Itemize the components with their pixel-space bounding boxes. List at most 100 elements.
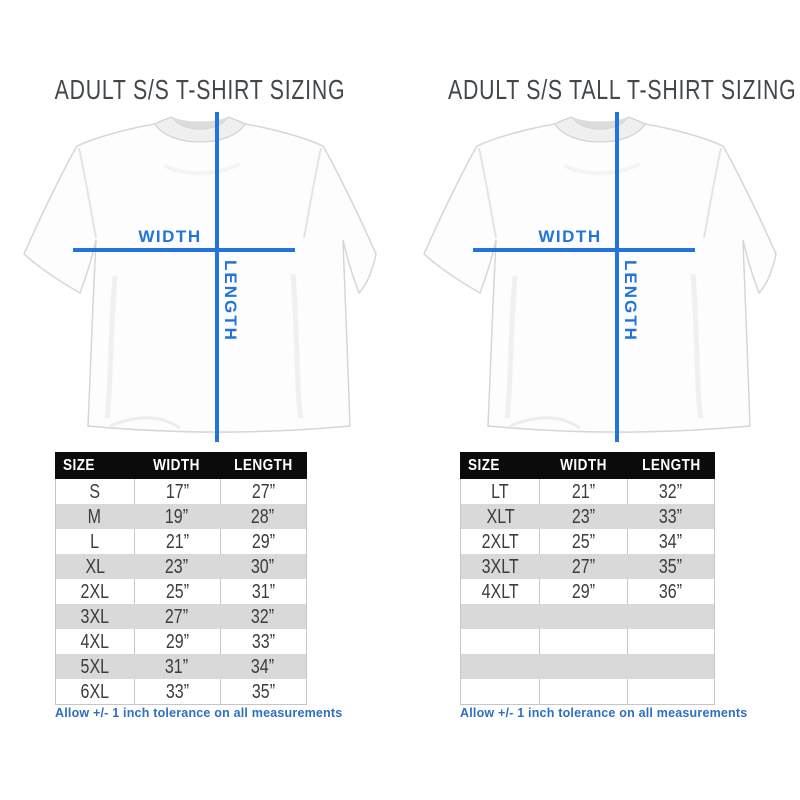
size-cell: S bbox=[89, 480, 101, 503]
panel-adult-ss-tall: ADULT S/S TALL T-SHIRT SIZING WIDTH LENG… bbox=[400, 0, 800, 800]
table-row: S 17” 27” bbox=[56, 479, 306, 504]
table-row: 2XLT 25” 34” bbox=[461, 529, 714, 554]
length-cell: 35” bbox=[658, 555, 682, 578]
length-cell: 32” bbox=[659, 480, 683, 503]
size-cell: XLT bbox=[486, 505, 515, 528]
tshirt-graphic-left: WIDTH LENGTH bbox=[15, 106, 385, 448]
width-label: WIDTH bbox=[138, 227, 201, 246]
tolerance-note-right: Allow +/- 1 inch tolerance on all measur… bbox=[460, 706, 748, 720]
size-cell: 3XL bbox=[80, 605, 109, 628]
left-sleeve-seam bbox=[478, 147, 497, 239]
length-cell: 29” bbox=[251, 530, 275, 553]
length-cell: 30” bbox=[251, 555, 275, 578]
collar bbox=[154, 116, 246, 143]
size-cell: LT bbox=[491, 480, 509, 503]
tshirt-graphic-right: WIDTH LENGTH bbox=[415, 106, 785, 448]
header-size: SIZE bbox=[63, 456, 95, 474]
width-cell: 27” bbox=[571, 555, 595, 578]
width-cell: 25” bbox=[572, 530, 596, 553]
width-cell: 27” bbox=[165, 605, 189, 628]
table-row: 4XLT 29” 36” bbox=[461, 579, 714, 604]
size-cell: 2XL bbox=[80, 580, 109, 603]
size-cell: 3XLT bbox=[481, 555, 519, 578]
header-width: WIDTH bbox=[559, 456, 607, 474]
tshirt-svg: WIDTH LENGTH bbox=[423, 112, 777, 442]
length-label: LENGTH bbox=[621, 260, 640, 342]
width-cell: 25” bbox=[165, 580, 189, 603]
collar-shadow bbox=[172, 117, 228, 129]
size-cell: 4XLT bbox=[481, 580, 519, 603]
wrinkle bbox=[104, 275, 118, 419]
width-cell: 17” bbox=[165, 480, 189, 503]
tshirt-body bbox=[423, 123, 777, 433]
width-cell: 23” bbox=[165, 555, 189, 578]
size-table-left: SIZE WIDTH LENGTH S 17” 27” M 19” 28” L … bbox=[55, 452, 307, 705]
table-body: LT 21” 32” XLT 23” 33” 2XLT 25” 34” 3XLT… bbox=[460, 479, 715, 705]
wrinkle bbox=[504, 275, 518, 419]
table-row-empty bbox=[461, 679, 714, 704]
table-row-empty bbox=[461, 654, 714, 679]
page-title-left: ADULT S/S T-SHIRT SIZING bbox=[54, 74, 346, 105]
header-length: LENGTH bbox=[641, 456, 701, 474]
size-cell: M bbox=[88, 505, 102, 528]
table-row: 4XL 29” 33” bbox=[56, 629, 306, 654]
header-size: SIZE bbox=[468, 456, 500, 474]
table-row: 3XLT 27” 35” bbox=[461, 554, 714, 579]
width-cell: 21” bbox=[572, 480, 596, 503]
table-row: 2XL 25” 31” bbox=[56, 579, 306, 604]
table-row: M 19” 28” bbox=[56, 504, 306, 529]
length-label: LENGTH bbox=[221, 260, 240, 342]
width-cell: 19” bbox=[165, 505, 189, 528]
table-row-empty bbox=[461, 604, 714, 629]
size-cell: 4XL bbox=[80, 630, 109, 653]
length-cell: 33” bbox=[658, 505, 682, 528]
table-row: L 21” 29” bbox=[56, 529, 306, 554]
table-row: 6XL 33” 35” bbox=[56, 679, 306, 704]
width-cell: 23” bbox=[571, 505, 595, 528]
collar-shadow bbox=[572, 117, 628, 129]
header-length: LENGTH bbox=[234, 456, 293, 474]
wrinkle bbox=[690, 273, 704, 419]
tolerance-note-left: Allow +/- 1 inch tolerance on all measur… bbox=[55, 706, 343, 720]
width-cell: 31” bbox=[165, 655, 189, 678]
table-row: XLT 23” 33” bbox=[461, 504, 714, 529]
width-cell: 29” bbox=[572, 580, 596, 603]
table-body: S 17” 27” M 19” 28” L 21” 29” XL 23” bbox=[55, 479, 307, 705]
length-cell: 33” bbox=[251, 630, 275, 653]
length-cell: 27” bbox=[251, 480, 275, 503]
table-header-row: SIZE WIDTH LENGTH bbox=[460, 452, 715, 479]
page-title-right: ADULT S/S TALL T-SHIRT SIZING bbox=[448, 74, 797, 105]
header-width: WIDTH bbox=[153, 456, 200, 474]
size-cell: 5XL bbox=[80, 655, 109, 678]
length-cell: 36” bbox=[659, 580, 683, 603]
table-row: XL 23” 30” bbox=[56, 554, 306, 579]
wrinkle bbox=[290, 273, 304, 419]
wrinkle bbox=[564, 162, 641, 176]
size-cell: L bbox=[90, 530, 100, 553]
right-sleeve-seam bbox=[303, 147, 322, 239]
table-header-row: SIZE WIDTH LENGTH bbox=[55, 452, 307, 479]
left-sleeve-seam bbox=[78, 147, 97, 239]
table-row: LT 21” 32” bbox=[461, 479, 714, 504]
length-cell: 35” bbox=[251, 680, 275, 703]
length-cell: 32” bbox=[251, 605, 275, 628]
table-row: 5XL 31” 34” bbox=[56, 654, 306, 679]
table-row-empty bbox=[461, 629, 714, 654]
hem-fold bbox=[509, 416, 581, 430]
hem-fold bbox=[109, 416, 181, 430]
length-cell: 28” bbox=[251, 505, 275, 528]
length-cell: 31” bbox=[251, 580, 275, 603]
length-cell: 34” bbox=[251, 655, 275, 678]
panel-adult-ss: ADULT S/S T-SHIRT SIZING WIDTH LENGT bbox=[15, 74, 385, 720]
width-cell: 29” bbox=[165, 630, 189, 653]
wrinkle bbox=[164, 162, 241, 176]
collar bbox=[554, 116, 646, 143]
right-sleeve-seam bbox=[703, 147, 722, 239]
width-cell: 33” bbox=[165, 680, 189, 703]
width-label: WIDTH bbox=[538, 227, 601, 246]
tshirt-svg: WIDTH LENGTH bbox=[23, 112, 377, 442]
size-cell: XL bbox=[84, 555, 105, 578]
table-row: 3XL 27” 32” bbox=[56, 604, 306, 629]
size-cell: 6XL bbox=[80, 680, 109, 703]
